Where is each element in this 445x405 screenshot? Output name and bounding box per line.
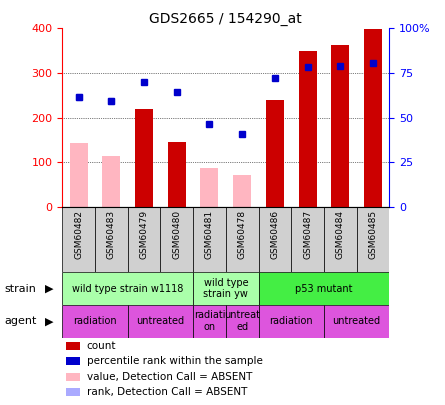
Text: GSM60480: GSM60480: [172, 210, 181, 259]
Bar: [193, 272, 259, 305]
Bar: [259, 305, 324, 337]
Bar: [193, 207, 226, 272]
Bar: [193, 305, 226, 337]
Text: GSM60486: GSM60486: [271, 210, 279, 259]
Text: untreated: untreated: [136, 316, 185, 326]
Text: wild type
strain yw: wild type strain yw: [203, 278, 248, 299]
Text: radiation: radiation: [269, 316, 313, 326]
Bar: [70, 143, 88, 207]
Bar: [65, 388, 80, 396]
Title: GDS2665 / 154290_at: GDS2665 / 154290_at: [150, 12, 302, 26]
Text: count: count: [87, 341, 116, 351]
Text: strain: strain: [4, 284, 36, 294]
Bar: [291, 207, 324, 272]
Text: GSM60481: GSM60481: [205, 210, 214, 259]
Text: rank, Detection Call = ABSENT: rank, Detection Call = ABSENT: [87, 387, 247, 397]
Bar: [135, 109, 153, 207]
Bar: [161, 207, 193, 272]
Text: GSM60479: GSM60479: [140, 210, 149, 259]
Text: ▶: ▶: [44, 316, 53, 326]
Text: radiation: radiation: [73, 316, 117, 326]
Bar: [226, 305, 259, 337]
Bar: [128, 305, 193, 337]
Bar: [65, 373, 80, 381]
Text: ▶: ▶: [44, 284, 53, 294]
Bar: [168, 142, 186, 207]
Bar: [259, 272, 389, 305]
Bar: [299, 51, 316, 207]
Bar: [62, 272, 193, 305]
Bar: [259, 207, 291, 272]
Text: agent: agent: [4, 316, 37, 326]
Text: GSM60487: GSM60487: [303, 210, 312, 259]
Bar: [102, 156, 120, 207]
Bar: [65, 342, 80, 350]
Text: GSM60482: GSM60482: [74, 210, 83, 259]
Text: percentile rank within the sample: percentile rank within the sample: [87, 356, 263, 366]
Bar: [226, 207, 259, 272]
Text: GSM60484: GSM60484: [336, 210, 345, 259]
Bar: [266, 100, 284, 207]
Text: p53 mutant: p53 mutant: [295, 284, 353, 294]
Bar: [324, 305, 389, 337]
Text: untreat
ed: untreat ed: [224, 310, 260, 332]
Bar: [95, 207, 128, 272]
Text: untreated: untreated: [332, 316, 381, 326]
Bar: [62, 305, 128, 337]
Bar: [324, 207, 357, 272]
Bar: [62, 207, 95, 272]
Bar: [65, 357, 80, 365]
Bar: [364, 29, 382, 207]
Text: GSM60485: GSM60485: [368, 210, 377, 259]
Bar: [233, 175, 251, 207]
Text: radiati
on: radiati on: [194, 310, 225, 332]
Text: wild type strain w1118: wild type strain w1118: [72, 284, 183, 294]
Bar: [128, 207, 161, 272]
Text: GSM60478: GSM60478: [238, 210, 247, 259]
Bar: [201, 168, 218, 207]
Text: GSM60483: GSM60483: [107, 210, 116, 259]
Text: value, Detection Call = ABSENT: value, Detection Call = ABSENT: [87, 372, 252, 382]
Bar: [357, 207, 389, 272]
Bar: [332, 45, 349, 207]
